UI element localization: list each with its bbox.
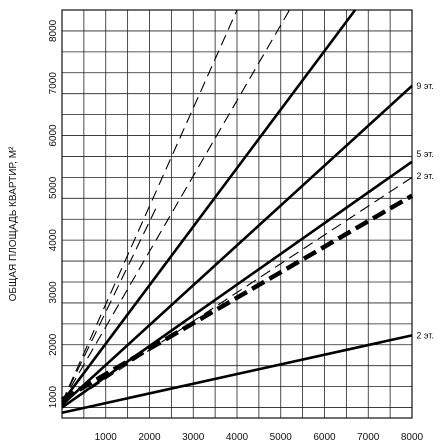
line-label: 2 эт. [416,171,434,181]
series-line [61,334,413,415]
x-tick-label: 4000 [226,432,249,443]
series-line [61,9,238,403]
y-tick-label: 5000 [48,176,59,199]
x-tick-label: 8000 [401,432,424,443]
x-tick-label: 2000 [138,432,161,443]
y-tick-label: 8000 [48,19,59,42]
x-tick-label: 3000 [182,432,205,443]
x-axis-ticks: 1000 2000 3000 4000 5000 6000 7000 8000 [95,432,424,443]
line-label: 5 эт. [416,149,434,159]
line-labels: 16 эт.9 эт.5 эт. 16 эт.9 эт.5 эт.2 эт.2 … [416,81,434,341]
series-line [61,84,413,406]
x-tick-label: 7000 [357,432,380,443]
y-tick-label: 3000 [48,281,59,304]
series-lines [60,9,414,415]
y-axis-label: ОБЩАЯ ПЛОЩАДЬ КВАРТИР, М² [8,146,19,301]
series-line [61,203,159,403]
y-tick-label: 4000 [48,229,59,252]
x-tick-label: 6000 [313,432,336,443]
y-tick-label: 7000 [48,72,59,95]
line-label: 9 эт. [416,81,434,91]
y-tick-label: 2000 [48,333,59,356]
x-tick-label: 5000 [270,432,293,443]
grid [62,10,412,418]
plot-area-frame [61,9,413,419]
series-line [60,193,414,402]
y-axis-ticks: 1000 2000 3000 4000 5000 6000 7000 8000 [48,19,59,408]
series-line [61,176,413,408]
series-line [60,9,357,404]
x-tick-label: 1000 [95,432,118,443]
series-line [61,9,290,403]
y-tick-label: 1000 [48,386,59,409]
y-tick-label: 6000 [48,124,59,147]
line-label: 2 эт. [416,330,434,340]
